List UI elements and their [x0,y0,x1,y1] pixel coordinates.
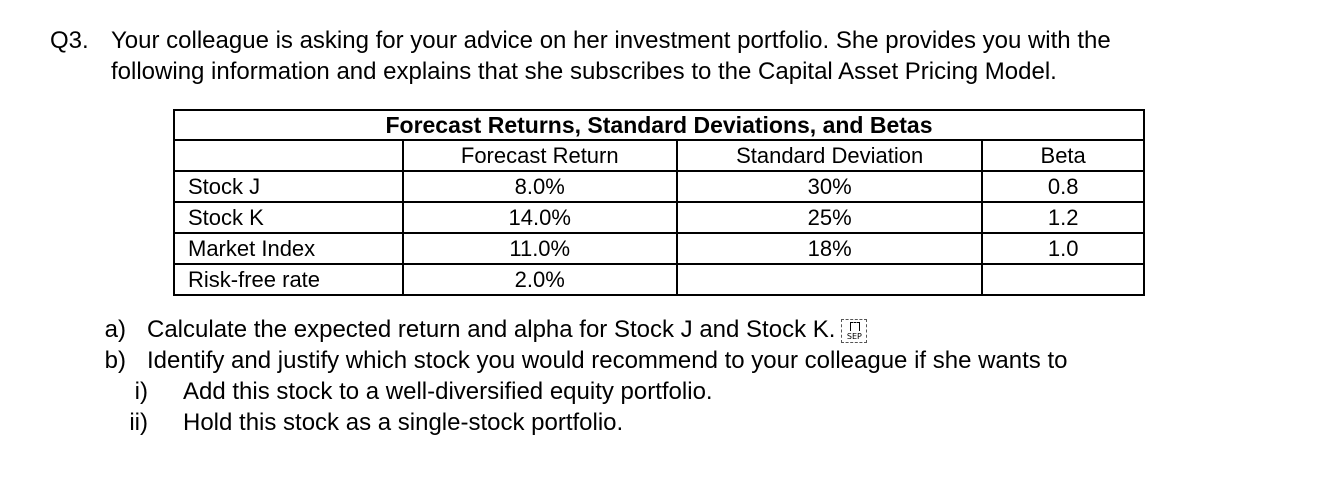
header-forecast-return: Forecast Return [401,139,678,172]
row-label: Market Index [173,232,404,265]
cell-standard-deviation: 18% [675,232,984,265]
cell-standard-deviation: 25% [675,201,984,234]
question-number: Q3. [50,27,89,54]
sep-icon-label: SEP [846,331,862,341]
cell-beta: 1.2 [981,201,1145,234]
table-row: Risk-free rate 2.0% [173,263,1145,296]
part-a: Calculate the expected return and alpha … [147,315,868,345]
part-a-text: Calculate the expected return and alpha … [147,316,836,343]
forecast-table: Forecast Returns, Standard Deviations, a… [173,109,1145,296]
cell-beta [981,263,1145,296]
sep-icon: SEP [841,318,868,343]
cell-forecast-return: 8.0% [401,170,678,203]
table-header-row: Forecast Return Standard Deviation Beta [173,139,1145,172]
table-title: Forecast Returns, Standard Deviations, a… [173,109,1145,141]
row-label: Risk-free rate [173,263,404,296]
table-row: Stock J 8.0% 30% 0.8 [173,170,1145,203]
table-title-row: Forecast Returns, Standard Deviations, a… [173,109,1145,141]
header-standard-deviation: Standard Deviation [675,139,984,172]
part-b-text: Identify and justify which stock you wou… [147,347,1068,374]
cell-forecast-return: 11.0% [401,232,678,265]
cell-forecast-return: 2.0% [401,263,678,296]
cell-beta: 1.0 [981,232,1145,265]
part-a-marker: a) [104,316,126,343]
cell-beta: 0.8 [981,170,1145,203]
header-beta: Beta [981,139,1145,172]
table-row: Stock K 14.0% 25% 1.2 [173,201,1145,234]
table-row: Market Index 11.0% 18% 1.0 [173,232,1145,265]
part-b-i-text: Add this stock to a well-diversified equ… [183,378,713,405]
header-blank [173,139,404,172]
part-b-marker: b) [104,347,126,374]
part-b-ii-text: Hold this stock as a single-stock portfo… [183,409,624,436]
row-label: Stock J [173,170,404,203]
cell-forecast-return: 14.0% [401,201,678,234]
cell-standard-deviation: 30% [675,170,984,203]
row-label: Stock K [173,201,404,234]
part-b-i-marker: i) [134,378,148,405]
question-text-line-1: Your colleague is asking for your advice… [111,27,1111,54]
part-b-ii-marker: ii) [129,409,148,436]
cell-standard-deviation [675,263,984,296]
question-text-line-2: following information and explains that … [111,58,1057,85]
